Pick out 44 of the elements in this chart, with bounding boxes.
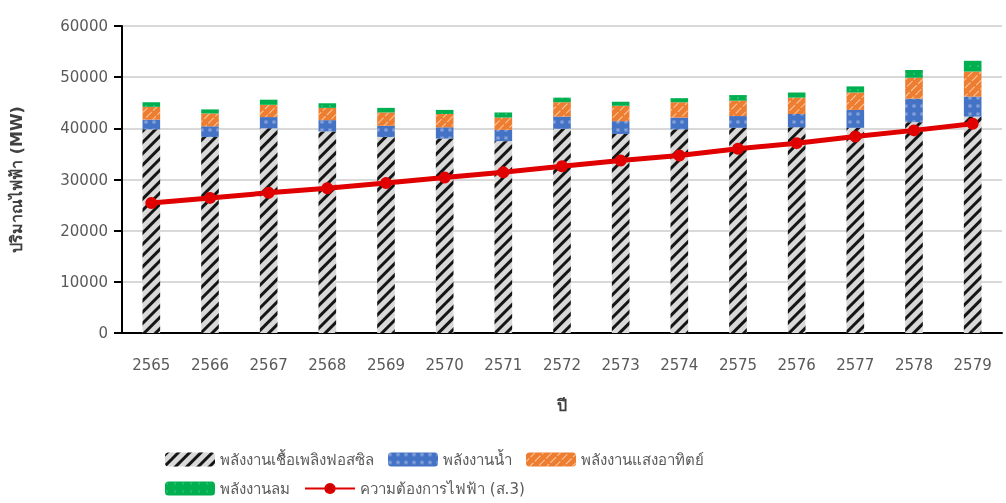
x-tick-label: 2570 — [425, 355, 464, 374]
point — [673, 149, 686, 162]
x-tick-label: 2579 — [953, 355, 992, 374]
y-axis-title: ปริมาณไฟฟ้า (MW) — [6, 106, 26, 253]
x-tick-label: 2577 — [836, 355, 875, 374]
x-tick-label: 2566 — [190, 355, 230, 374]
y-tick-label: 60000 — [60, 17, 108, 35]
x-tick-label: 2565 — [132, 355, 171, 374]
point — [204, 191, 216, 204]
point — [556, 160, 568, 173]
x-tick-label: 2576 — [777, 355, 816, 374]
point — [438, 171, 451, 184]
legend-label: พลังงานแสงอาทิตย์ — [581, 450, 704, 469]
point — [732, 142, 744, 155]
x-tick-label: 2568 — [308, 355, 347, 374]
x-tick-label: 2569 — [366, 355, 406, 374]
point — [321, 182, 334, 195]
point — [614, 154, 627, 167]
legend-label: พลังงานเชื้อเพลิงฟอสซิล — [220, 448, 374, 469]
legend-label: พลังงานลม — [220, 479, 290, 498]
y-tick-label: 40000 — [60, 119, 108, 138]
y-tick-label: 50000 — [60, 68, 108, 87]
y-tick-label: 10000 — [60, 272, 108, 291]
legend-label: ความต้องการไฟฟ้า (ส.3) — [360, 479, 525, 498]
x-tick-label: 2573 — [601, 355, 640, 374]
x-tick-label: 2567 — [249, 355, 288, 374]
point — [145, 197, 158, 210]
y-tick-label: 30000 — [60, 170, 108, 189]
point — [966, 117, 979, 130]
x-tick-label: 2572 — [542, 355, 582, 374]
point — [262, 186, 275, 199]
point — [497, 166, 510, 179]
x-tick-label: 2575 — [718, 355, 758, 374]
y-tick-label: 20000 — [60, 221, 108, 240]
x-tick-label: 2578 — [894, 355, 934, 374]
x-tick-label: 2571 — [484, 355, 523, 374]
point — [908, 124, 920, 137]
point — [790, 137, 803, 150]
x-tick-label: 2574 — [660, 355, 699, 374]
point — [380, 177, 392, 190]
x-axis-title: ปี — [556, 395, 567, 415]
legend-label: พลังงานน้ำ — [443, 448, 512, 469]
y-tick-label: 0 — [98, 324, 108, 342]
point — [849, 130, 862, 143]
